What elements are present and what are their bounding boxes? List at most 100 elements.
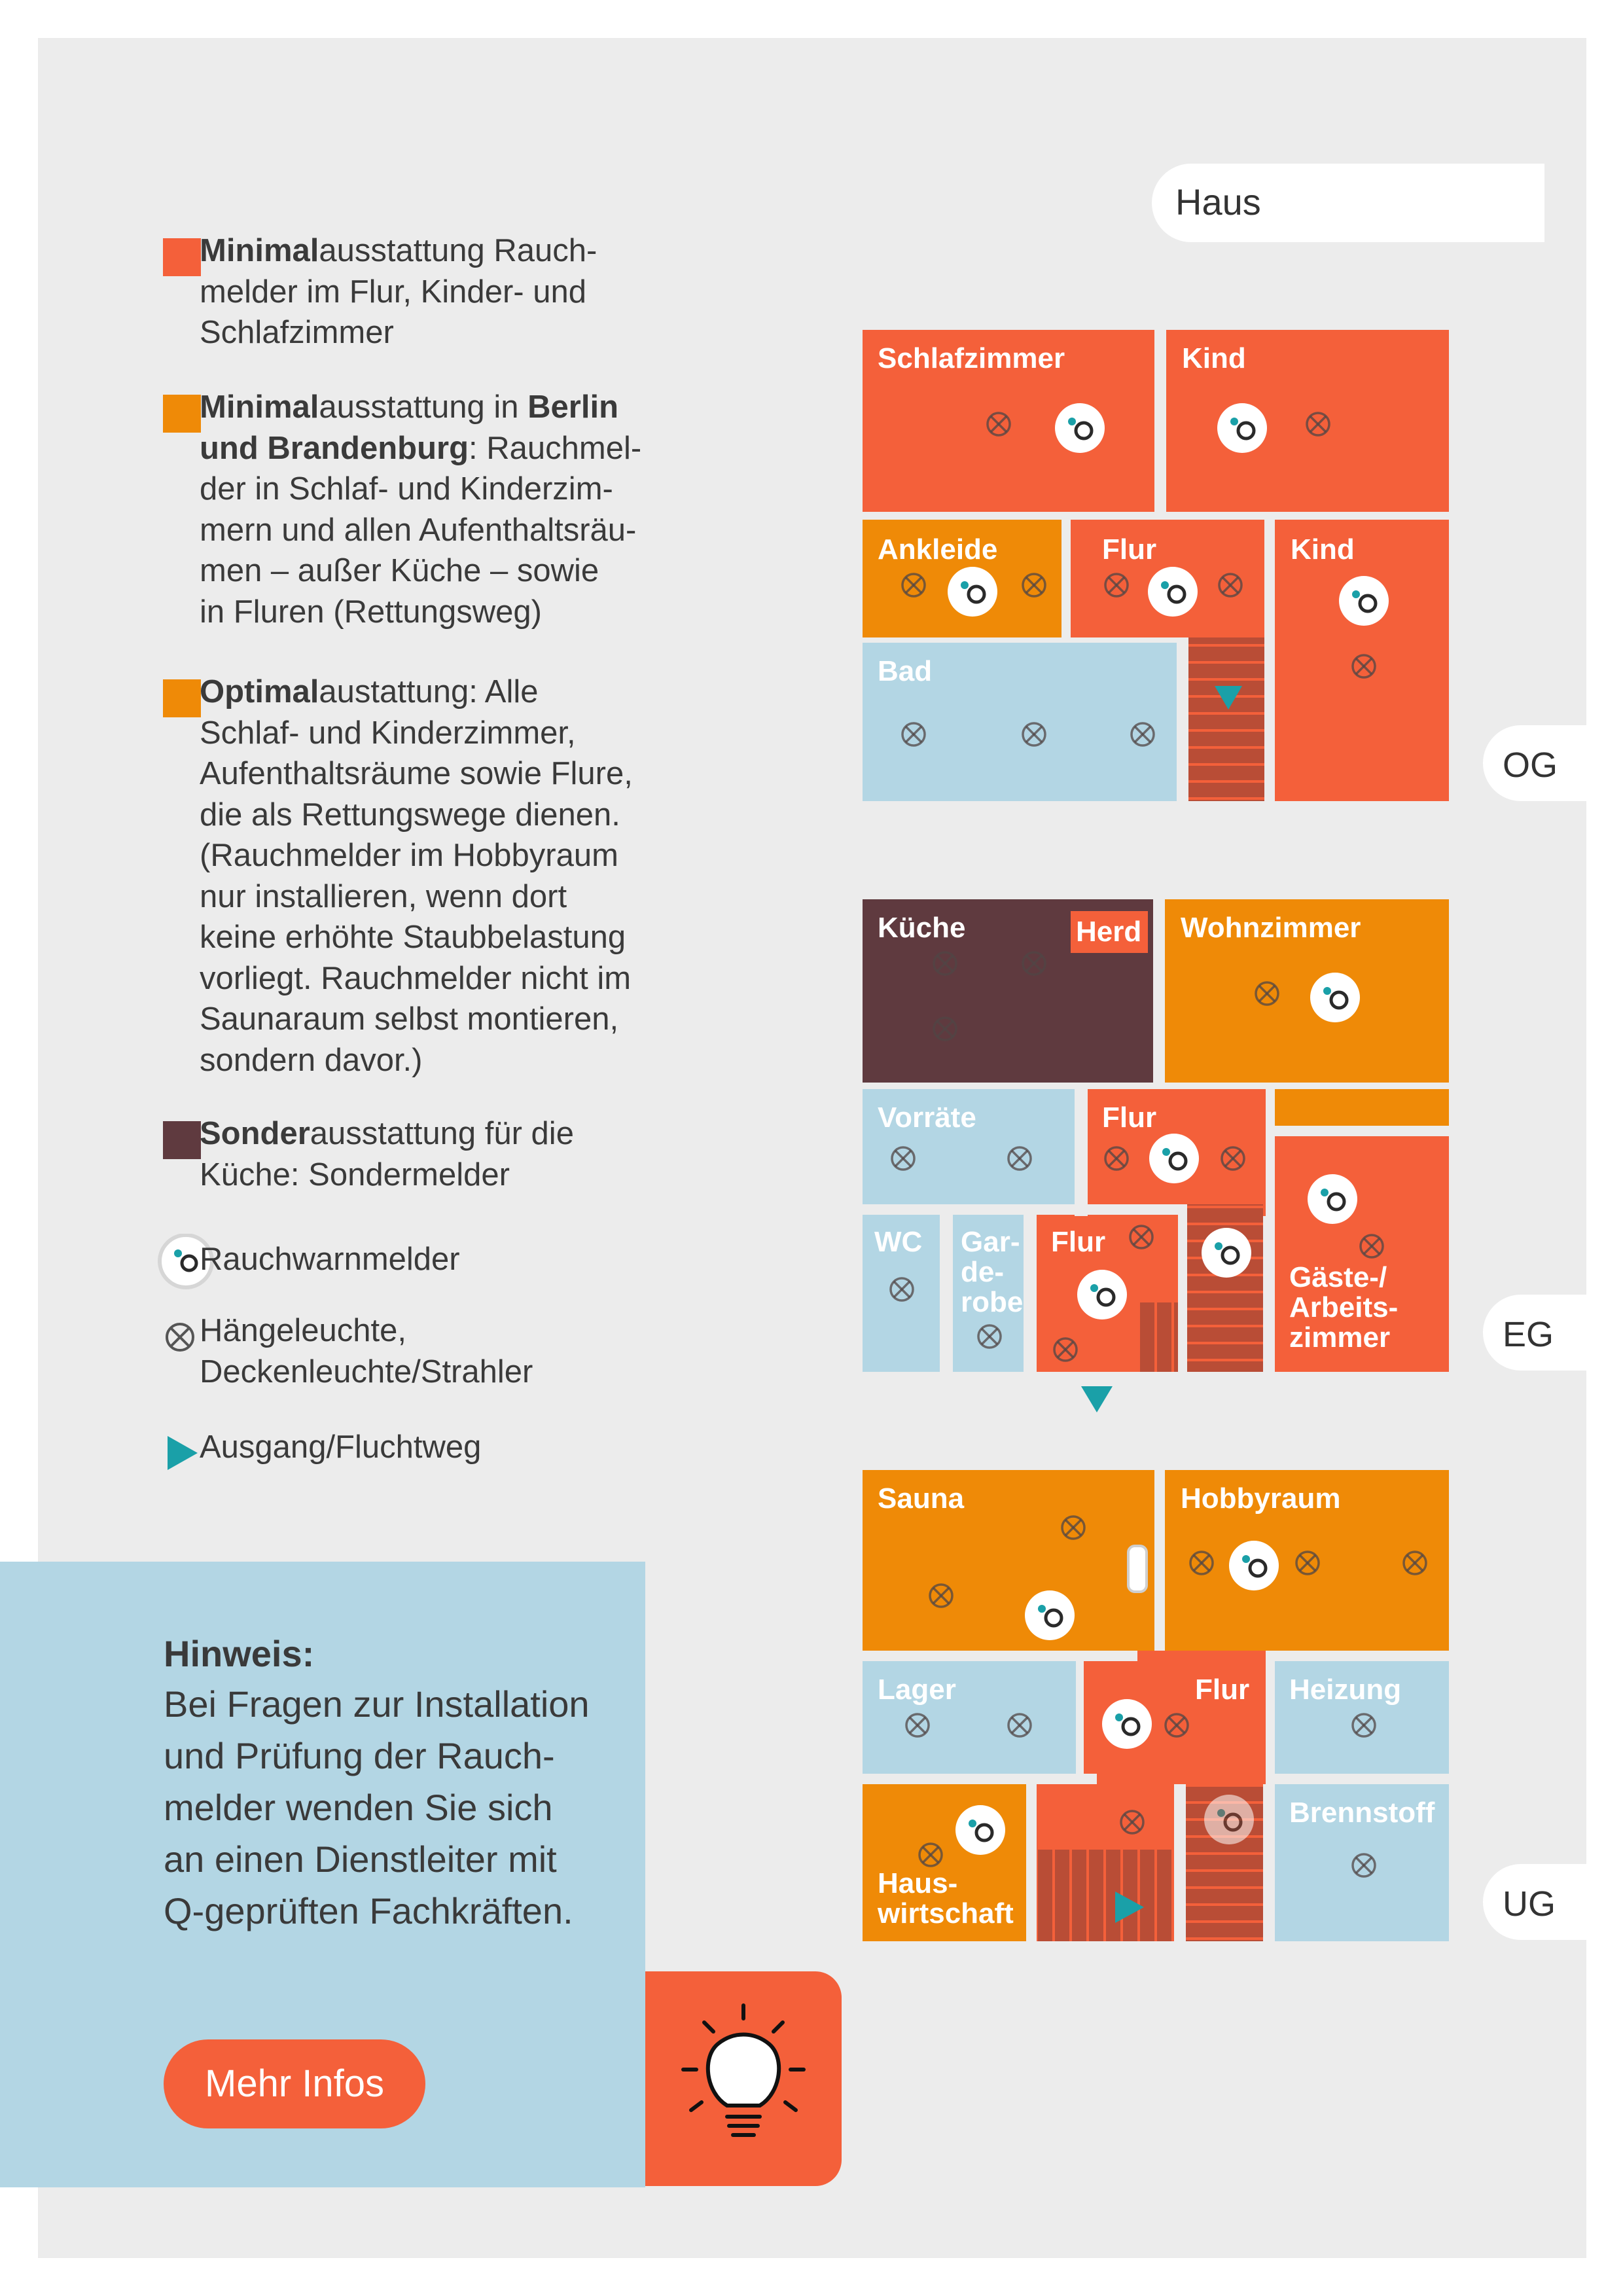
legend-text: Ausgang/Fluchtweg [200, 1429, 482, 1465]
label-heizung: Heizung [1289, 1674, 1401, 1706]
floor-ug: Sauna Hobbyraum Lager Flur Heizung Brenn… [863, 1470, 1449, 1941]
legend-bold: Sonder [200, 1116, 310, 1151]
stairs-ug-1 [1037, 1850, 1110, 1941]
smoke-detector-icon [1217, 403, 1267, 453]
room-hauswirtschaft [863, 1784, 1026, 1941]
smoke-detector-icon [955, 1805, 1005, 1855]
label-kueche: Küche [878, 912, 965, 944]
label-hauswirtschaft: wirtschaft [877, 1897, 1014, 1929]
legend-bold: und Brandenburg [200, 430, 469, 466]
label-garderobe: de- [961, 1256, 1004, 1288]
room-gaeste [1275, 1136, 1449, 1372]
label-ankleide: Ankleide [878, 533, 997, 565]
smoke-detector-icon [158, 1234, 214, 1289]
legend-line: Schlafzimmer [200, 315, 394, 350]
label-kind-2: Kind [1291, 533, 1355, 565]
room-wc [863, 1215, 940, 1372]
label-flur-eg-2: Flur [1051, 1226, 1105, 1258]
legend-bold: Berlin [527, 389, 619, 425]
legend-text: ausstattung in [319, 389, 528, 425]
label-garderobe: robe [961, 1286, 1023, 1318]
level-label-eg: EG [1483, 1295, 1614, 1371]
note-line: und Prüfung der Rauch- [164, 1735, 555, 1776]
smoke-detector-icon [948, 567, 997, 617]
legend-line: nur installieren, wenn dort [200, 878, 567, 914]
level-text: UG [1503, 1884, 1556, 1924]
label-kind-1: Kind [1182, 342, 1246, 374]
room-vorraete [863, 1089, 1075, 1204]
exit-arrow-icon [168, 1436, 198, 1470]
lightbulb-tile [645, 1971, 842, 2186]
label-brennstoff: Brennstoff [1289, 1797, 1435, 1829]
smoke-detector-icon [1229, 1541, 1279, 1590]
smoke-detector-icon [1055, 403, 1105, 453]
legend-swatch-orange [163, 679, 201, 717]
exit-arrow-icon [1081, 1386, 1113, 1412]
note-box: Hinweis: Bei Fragen zur Installation und… [0, 1562, 645, 2187]
legend-line: Hängeleuchte, [200, 1313, 407, 1348]
legend-line: in Fluren (Rettungsweg) [200, 594, 542, 630]
legend-text: austattung: Alle [319, 674, 539, 709]
smoke-detector-icon [1102, 1699, 1152, 1749]
room-garderobe [953, 1215, 1024, 1372]
lightbulb-icon [681, 2003, 806, 2137]
label-bad: Bad [878, 655, 932, 687]
ceiling-lamp-icon [166, 1323, 194, 1352]
level-text: OG [1503, 745, 1558, 785]
sauna-door [1127, 1545, 1148, 1593]
room-kind-2 [1275, 520, 1449, 801]
exit-arrow-icon [1115, 1892, 1144, 1923]
legend-line: vorliegt. Rauchmelder nicht im [200, 960, 632, 996]
smoke-detector-icon [1149, 1134, 1199, 1183]
smoke-detector-icon [1204, 1795, 1254, 1844]
label-wohnzimmer: Wohnzimmer [1181, 912, 1361, 944]
label-hobbyraum: Hobbyraum [1181, 1482, 1340, 1515]
label-sauna: Sauna [878, 1482, 965, 1515]
legend-text: ausstattung Rauch- [319, 233, 597, 268]
level-label-ug: UG [1483, 1864, 1614, 1940]
legend-swatch-red [163, 238, 201, 276]
smoke-detector-icon [1310, 973, 1360, 1022]
legend-text: Rauchwarnmelder [200, 1242, 460, 1277]
legend-line: mern und allen Aufenthaltsräu- [200, 512, 637, 548]
legend-line: Küche: Sondermelder [200, 1157, 510, 1193]
legend-line: melder im Flur, Kinder- und [200, 274, 586, 310]
more-info-button[interactable]: Mehr Infos [164, 2039, 425, 2128]
smoke-detector-icon [1308, 1174, 1357, 1224]
room-heizung [1275, 1661, 1449, 1774]
smoke-detector-icon [1077, 1270, 1127, 1319]
note-body: Bei Fragen zur Installation und Prüfung … [164, 1678, 622, 1937]
legend-line: die als Rettungswege dienen. [200, 797, 620, 833]
label-herd: Herd [1076, 916, 1141, 948]
exit-arrow-icon [1215, 686, 1242, 709]
smoke-detector-icon [1202, 1228, 1251, 1278]
floor-og: Schlafzimmer Kind Ankleide Flur Kind Bad [863, 330, 1449, 801]
smoke-detector-icon [1339, 576, 1389, 626]
legend-text: ausstattung für die [310, 1116, 574, 1151]
label-vorraete: Vorräte [878, 1102, 976, 1134]
legend-line: Deckenleuchte/Strahler [200, 1354, 533, 1390]
note-line: Bei Fragen zur Installation [164, 1683, 590, 1725]
floor-eg: Küche Herd Wohnzimmer Vorräte Flur WC Ga… [863, 899, 1449, 1412]
legend-text: : Rauchmel- [469, 430, 642, 466]
house-label: Haus [1152, 164, 1544, 242]
legend-swatch-orange [163, 395, 201, 433]
label-gaeste: Gäste-/ [1289, 1261, 1387, 1293]
legend-bold: Minimal [200, 389, 319, 425]
level-text: EG [1503, 1315, 1554, 1354]
label-schlafzimmer: Schlafzimmer [878, 342, 1065, 374]
legend-line: men – außer Küche – sowie [200, 553, 599, 588]
smoke-detector-icon [1025, 1590, 1075, 1640]
legend-bold: Optimal [200, 674, 319, 709]
label-gaeste: Arbeits- [1289, 1291, 1398, 1323]
note-line: melder wenden Sie sich [164, 1787, 553, 1828]
room-sauna [863, 1470, 1154, 1651]
legend-line: der in Schlaf- und Kinderzim- [200, 471, 613, 507]
legend-line: Saunaraum selbst montieren, [200, 1001, 619, 1037]
note-title: Hinweis: [164, 1633, 315, 1674]
room-bad [863, 643, 1177, 801]
room-lager [863, 1661, 1076, 1774]
house-label-text: Haus [1175, 181, 1261, 223]
level-label-og: OG [1483, 725, 1614, 801]
